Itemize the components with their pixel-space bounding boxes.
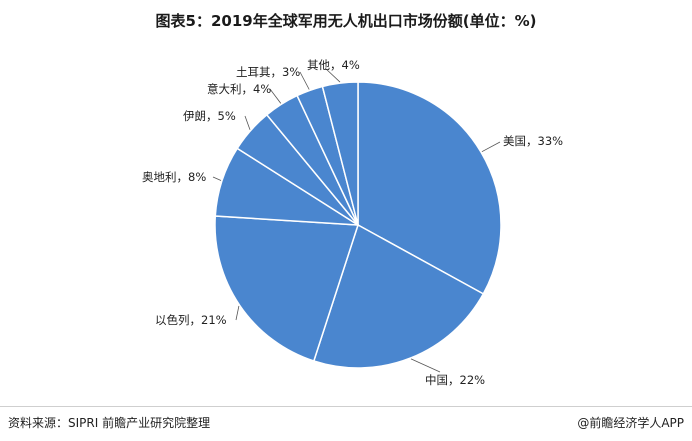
leader-line-2 [410,358,441,373]
leader-line-5 [244,115,251,130]
leader-line-1 [481,141,501,153]
slice-label-7: 土耳其，3% [236,65,300,79]
leader-line-4 [212,176,222,181]
leader-line-7 [299,71,310,90]
pie-slice-1 [357,81,502,295]
source-note: 资料来源：SIPRI 前瞻产业研究院整理 [8,416,211,430]
slice-label-1: 美国，33% [503,134,563,148]
slice-label-5: 伊朗，5% [183,109,236,123]
brand-credit: @前瞻经济学人APP [577,416,684,430]
slice-label-6: 意大利，4% [207,82,271,96]
slice-label-3: 以色列，21% [155,313,227,327]
leader-line-6 [269,88,282,104]
footer-divider [0,406,692,407]
slice-label-2: 中国，22% [425,373,485,387]
slice-label-4: 奥地利，8% [142,170,206,184]
pie-slice-8 [321,81,359,226]
pie-slice-2 [312,223,485,369]
leader-line-3 [235,305,240,321]
pie-slice-3 [214,215,360,362]
chart-title: 图表5：2019年全球军用无人机出口市场份额(单位：%) [155,12,537,30]
leader-line-8 [324,67,341,83]
slice-label-8: 其他，4% [307,58,360,72]
